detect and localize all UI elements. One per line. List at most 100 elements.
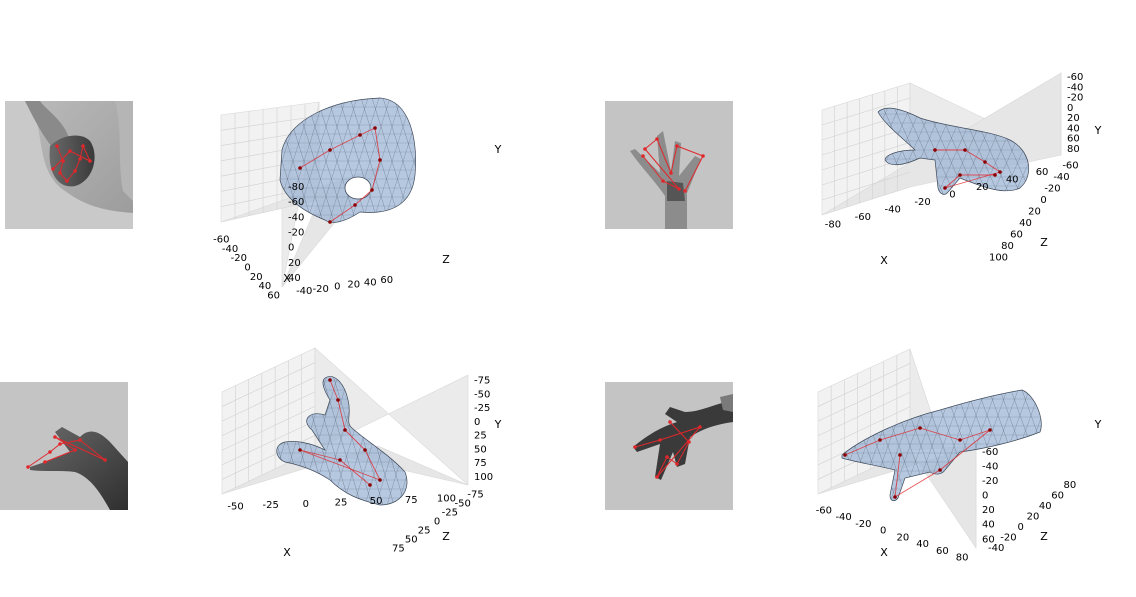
z-axis-label: Z bbox=[1040, 236, 1048, 249]
y-tick-label: -40 bbox=[982, 461, 998, 472]
skeleton-joint bbox=[363, 448, 367, 452]
mesh-edge bbox=[442, 372, 482, 505]
y-tick-label: -60 bbox=[1067, 72, 1083, 83]
mesh-edge bbox=[867, 390, 909, 501]
mesh-edge bbox=[280, 98, 292, 223]
skeleton-joint bbox=[378, 158, 382, 162]
mesh-edge bbox=[1069, 105, 1109, 196]
mesh-edge bbox=[438, 98, 478, 225]
skeleton-bone bbox=[329, 134, 361, 151]
y-tick-label: 40 bbox=[288, 273, 301, 284]
mesh-edge bbox=[416, 98, 456, 225]
mesh-edge bbox=[316, 98, 358, 223]
z-tick-label: -60 bbox=[1062, 161, 1078, 172]
mesh-edge bbox=[382, 98, 416, 223]
back-right-pane bbox=[281, 101, 320, 288]
y-tick-label: 100 bbox=[474, 472, 493, 483]
y-tick-label: 0 bbox=[1067, 103, 1073, 114]
skeleton-joint bbox=[58, 442, 62, 446]
skeleton-joint bbox=[983, 160, 987, 164]
skeleton-bone bbox=[54, 436, 106, 461]
skeleton-bone bbox=[359, 127, 376, 136]
mesh-edge bbox=[294, 98, 336, 223]
mesh-edge bbox=[280, 98, 281, 223]
y-tick-label: -40 bbox=[1067, 82, 1083, 93]
mesh-edge bbox=[856, 390, 898, 501]
skeleton-joint bbox=[81, 144, 85, 148]
mesh-edge bbox=[420, 372, 460, 505]
x-axis-label: X bbox=[880, 546, 888, 559]
skeleton-joint bbox=[933, 148, 937, 152]
gridline bbox=[817, 363, 911, 407]
mesh-edge bbox=[276, 376, 296, 505]
skeleton-joint bbox=[68, 149, 72, 153]
skeleton-bone bbox=[894, 454, 901, 498]
mesh-edge bbox=[280, 98, 303, 223]
y-tick-label: -60 bbox=[982, 447, 998, 458]
gridline bbox=[220, 129, 320, 146]
mesh-edge bbox=[1044, 390, 1084, 502]
skeleton-joint bbox=[675, 462, 679, 466]
mesh-edge bbox=[1066, 390, 1106, 502]
x-tick-label: 20 bbox=[250, 272, 263, 283]
skeleton-joint bbox=[78, 438, 82, 442]
mesh-edge bbox=[988, 390, 1030, 501]
y-axis-label: Y bbox=[1094, 418, 1102, 431]
mesh-edge bbox=[1066, 390, 1106, 502]
skeleton-joint bbox=[938, 468, 942, 472]
x-tick-label: -60 bbox=[816, 505, 832, 516]
gridline bbox=[221, 435, 316, 480]
x-tick-label: -60 bbox=[855, 212, 871, 223]
x-tick-label: 60 bbox=[267, 290, 280, 301]
skeleton-bone bbox=[634, 439, 661, 448]
skeleton-bone bbox=[354, 189, 373, 206]
mesh-edge bbox=[1077, 390, 1117, 502]
mesh-wireframe bbox=[842, 390, 1117, 502]
z-tick-label: 80 bbox=[1063, 480, 1076, 491]
floor-pane bbox=[821, 72, 1062, 216]
mesh-edge bbox=[298, 376, 340, 505]
mesh-edge bbox=[980, 108, 1022, 195]
skeleton-bone bbox=[337, 399, 346, 431]
skeleton-joint bbox=[958, 173, 962, 177]
mesh-edge bbox=[922, 390, 964, 501]
mesh-edge bbox=[947, 108, 989, 195]
mesh-edge bbox=[936, 108, 978, 195]
skeleton-joint bbox=[993, 173, 997, 177]
mesh-opening bbox=[344, 176, 372, 200]
skeleton-joint bbox=[65, 179, 69, 183]
depth-map-hand-icon bbox=[0, 382, 128, 510]
x-tick-label: -20 bbox=[855, 519, 871, 530]
y-tick-label: -25 bbox=[474, 403, 490, 414]
mesh-edge bbox=[881, 108, 923, 195]
mesh-edge bbox=[338, 98, 380, 223]
y-tick-label: 60 bbox=[1067, 134, 1080, 145]
mesh-edge bbox=[233, 372, 273, 505]
mesh-edge bbox=[305, 98, 347, 223]
mesh-edge bbox=[233, 372, 273, 505]
gridline bbox=[221, 376, 316, 422]
mesh-edge bbox=[878, 390, 920, 501]
mesh-edge bbox=[375, 376, 408, 505]
mesh-edge bbox=[309, 376, 351, 505]
back-right-pane bbox=[314, 347, 469, 486]
skeleton-bone bbox=[82, 145, 91, 162]
back-left-pane bbox=[817, 348, 911, 495]
mesh-edge bbox=[427, 98, 467, 225]
skeleton-bone bbox=[959, 429, 991, 441]
mesh-edge bbox=[842, 390, 865, 501]
y-tick-label: 0 bbox=[982, 491, 988, 502]
mesh-edge bbox=[427, 98, 467, 225]
gridline bbox=[821, 171, 911, 201]
mesh-edge bbox=[958, 108, 1000, 195]
gridline bbox=[821, 97, 911, 126]
mesh-edge bbox=[1058, 105, 1098, 196]
z-tick-label: -20 bbox=[313, 284, 329, 295]
mesh-edge bbox=[988, 390, 1030, 501]
mesh-edge bbox=[903, 108, 945, 195]
skeleton-bone bbox=[656, 426, 701, 478]
z-tick-label: 20 bbox=[1027, 512, 1040, 523]
mesh-edge bbox=[349, 98, 391, 223]
x-tick-label: 40 bbox=[1006, 174, 1019, 185]
